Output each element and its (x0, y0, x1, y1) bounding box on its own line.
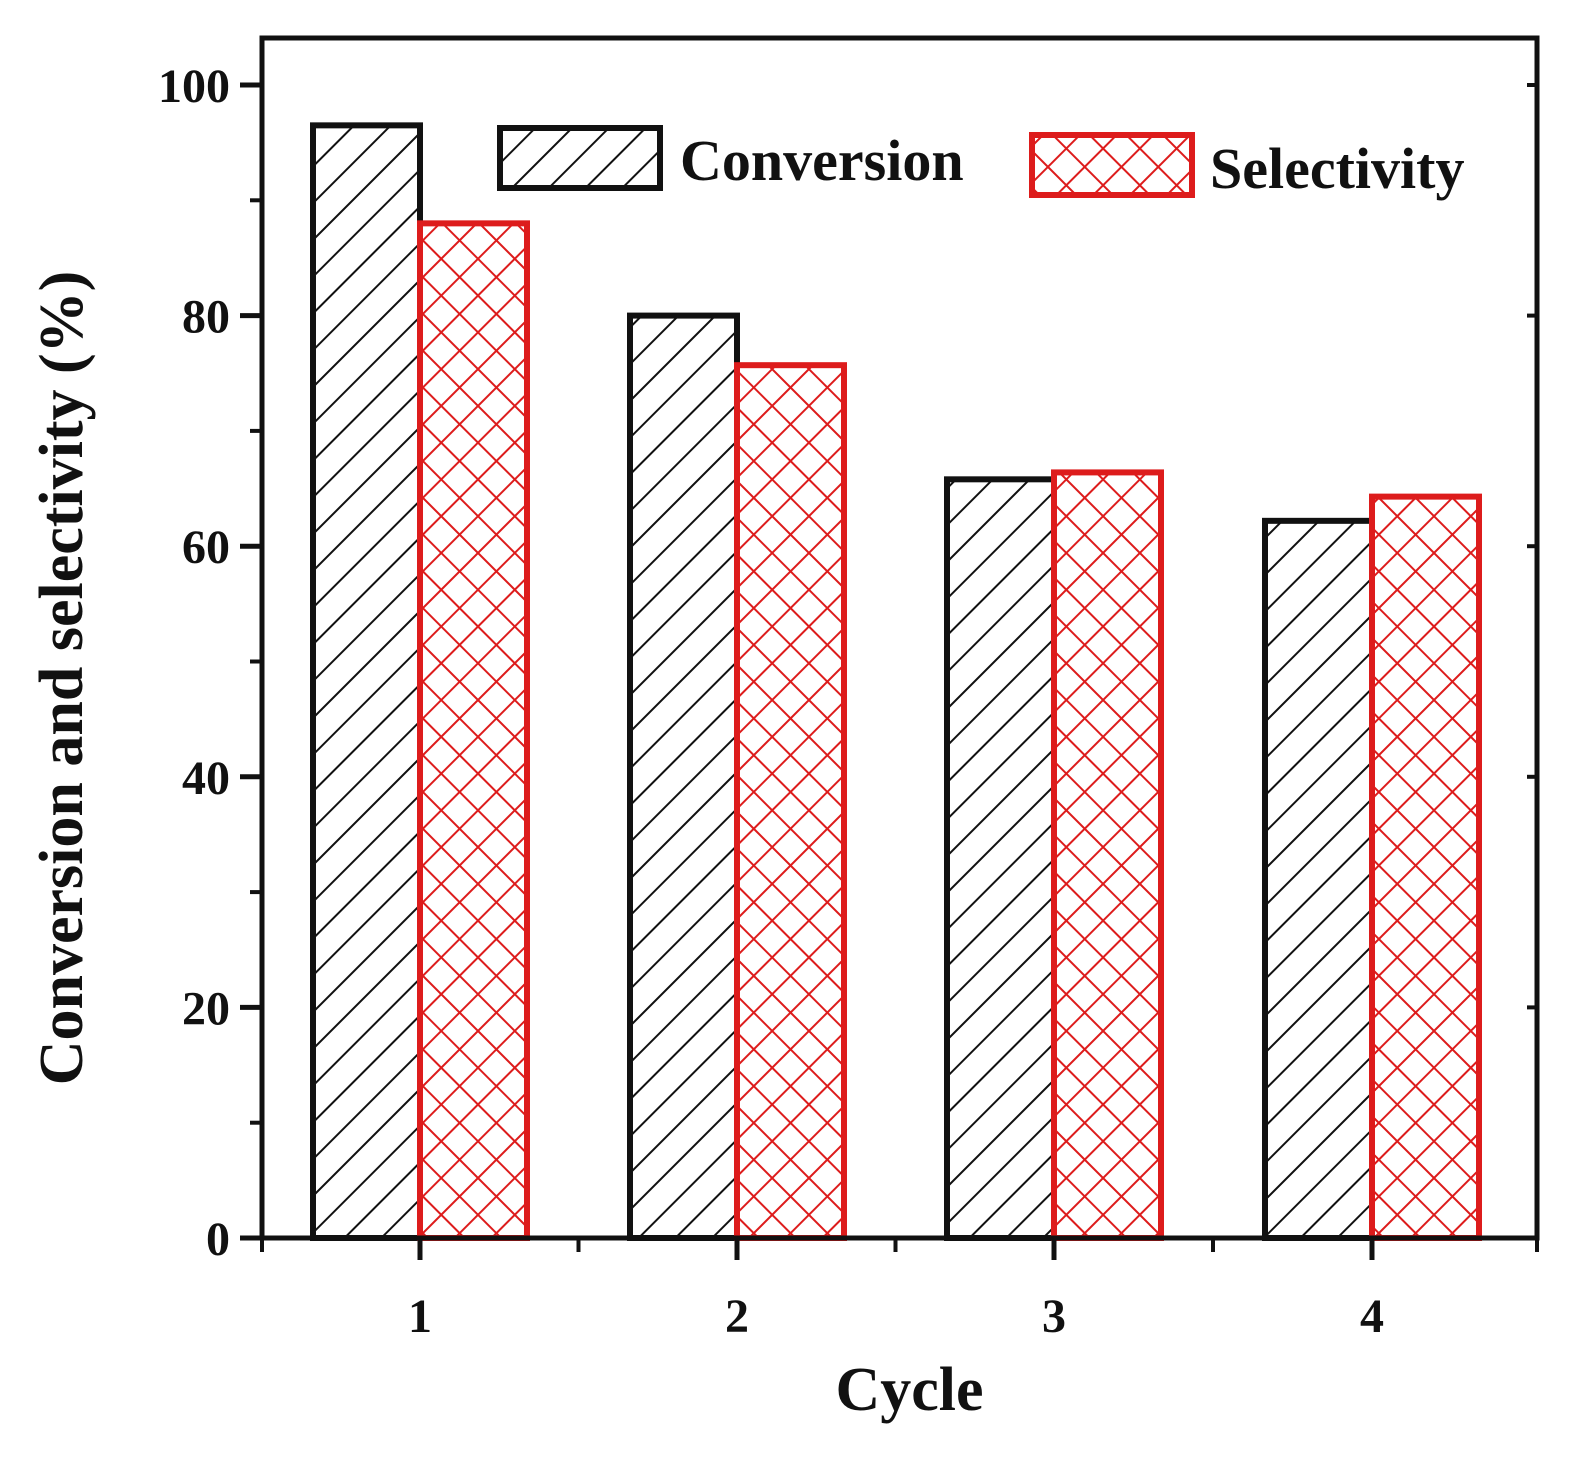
legend-swatch-selectivity (1029, 132, 1195, 198)
bar-conversion-cycle-3 (944, 476, 1057, 1241)
x-tick-label: 1 (408, 1290, 432, 1343)
y-tick-label: 40 (182, 752, 230, 805)
bar-selectivity-cycle-1 (417, 220, 530, 1242)
x-tick-label: 2 (725, 1290, 749, 1343)
bars-group (310, 122, 1482, 1242)
y-tick-label: 100 (158, 60, 230, 113)
y-tick-label: 20 (182, 982, 230, 1035)
y-tick-label: 80 (182, 291, 230, 344)
legend-label-selectivity: Selectivity (1210, 136, 1464, 201)
y-axis-title: Conversion and selectivity (%) (28, 271, 96, 1086)
bar-conversion-cycle-2 (627, 312, 740, 1242)
bar-selectivity-cycle-4 (1369, 493, 1482, 1242)
axes-group: 0 20 40 60 80 100 1 2 3 4 Cycle Conversion and sele… (28, 35, 1540, 1424)
bar-conversion-cycle-4 (1262, 517, 1375, 1241)
bar-selectivity-cycle-2 (734, 362, 847, 1241)
x-tick-label: 3 (1042, 1290, 1066, 1343)
bar-selectivity-cycle-3 (1051, 469, 1164, 1241)
legend-label-conversion: Conversion (680, 128, 964, 193)
legend-swatch-conversion (497, 125, 663, 191)
x-axis-title: Cycle (835, 1356, 983, 1424)
y-tick-label: 0 (206, 1213, 230, 1266)
x-tick-label: 4 (1360, 1290, 1384, 1343)
plot-frame (259, 35, 1540, 1241)
legend: Conversion Selectivity (497, 125, 1464, 201)
bar-conversion-cycle-1 (310, 122, 423, 1242)
y-tick-label: 60 (182, 521, 230, 574)
